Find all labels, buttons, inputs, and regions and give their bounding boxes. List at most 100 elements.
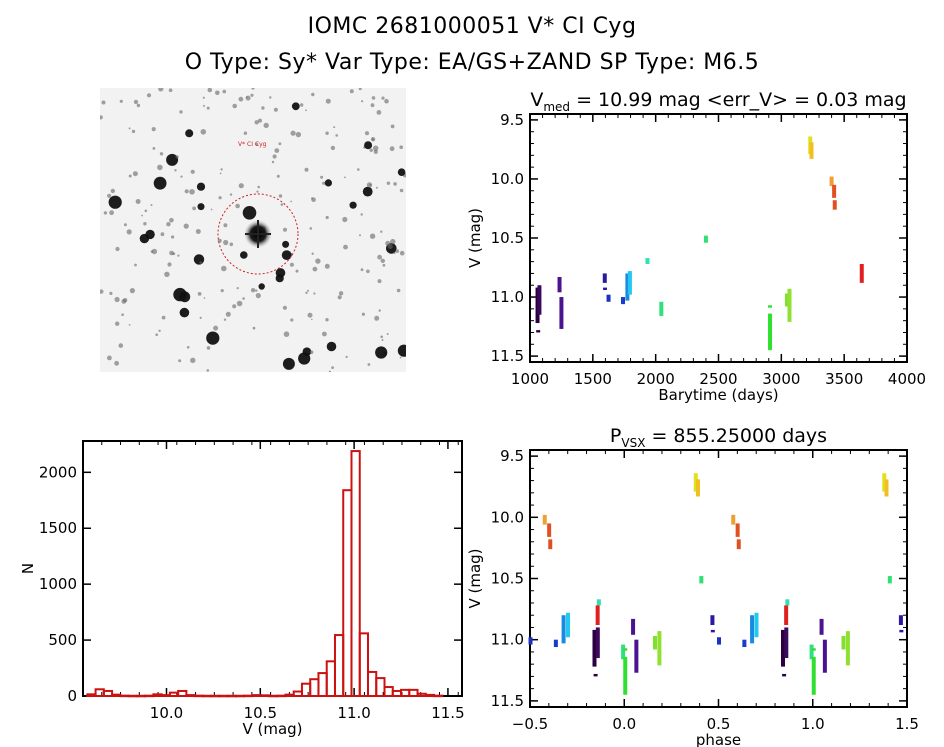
target-label: V* CI Cyg <box>238 141 267 148</box>
phased-data-point-segment <box>731 514 736 525</box>
star <box>376 110 382 115</box>
star <box>218 196 222 200</box>
phased-data-point-segment <box>595 627 600 659</box>
star <box>183 223 189 229</box>
star <box>393 251 396 255</box>
star <box>261 106 265 110</box>
histogram-bar <box>317 672 328 698</box>
star <box>361 100 364 103</box>
star <box>389 146 395 152</box>
star <box>322 331 327 337</box>
data-point-segment <box>832 200 837 210</box>
star <box>128 174 132 178</box>
plot-frame <box>82 440 463 697</box>
phased-data-point-segment <box>592 629 597 667</box>
histogram-bar <box>210 694 221 698</box>
histogram-bar <box>259 694 270 698</box>
star <box>210 208 213 211</box>
star <box>349 201 357 209</box>
star <box>251 88 255 90</box>
data-point-segment <box>784 293 789 307</box>
star <box>197 203 205 211</box>
star <box>315 258 321 264</box>
x-tick-label: 10.0 <box>150 704 183 722</box>
x-tick-label: 1.0 <box>801 715 825 733</box>
star <box>295 269 299 273</box>
histogram-bar <box>416 692 427 697</box>
phased-data-point-segment <box>657 631 662 666</box>
data-point-segment <box>768 313 773 351</box>
star <box>195 229 201 234</box>
phased-data-point-segment <box>634 639 639 673</box>
star <box>381 339 384 341</box>
star <box>232 103 237 109</box>
x-tick-label: 10.5 <box>244 704 277 722</box>
star <box>364 131 370 136</box>
star <box>128 324 131 326</box>
star <box>307 289 309 292</box>
histogram-bar <box>309 678 320 697</box>
star <box>221 265 227 272</box>
star <box>110 188 115 194</box>
star <box>131 129 136 134</box>
histogram-bar <box>243 694 254 698</box>
star <box>101 100 106 105</box>
histogram-bar <box>226 694 237 698</box>
star <box>238 183 244 189</box>
x-axis-label: Barytime (days) <box>658 386 778 404</box>
phased-data-point-segment <box>595 605 600 626</box>
star <box>381 96 385 100</box>
x-tick-label: 1000 <box>511 370 549 388</box>
star <box>169 217 174 223</box>
star <box>325 215 329 220</box>
star <box>272 154 277 159</box>
star <box>320 175 324 179</box>
star <box>366 182 373 188</box>
star <box>219 172 222 175</box>
star <box>236 300 243 307</box>
star <box>369 233 376 239</box>
star <box>361 312 365 316</box>
star <box>377 279 382 284</box>
phased-data-point-segment <box>699 576 704 584</box>
phased-data-point-segment <box>782 673 787 677</box>
phased-data-point-segment <box>593 673 598 677</box>
star <box>342 216 348 223</box>
histogram-bar <box>367 670 378 698</box>
star <box>386 333 389 335</box>
star <box>145 229 155 240</box>
phased-data-point-segment <box>710 629 715 633</box>
star <box>281 250 292 260</box>
histogram-bar <box>342 489 353 697</box>
star <box>146 93 152 98</box>
star <box>229 242 234 247</box>
star <box>282 240 290 248</box>
star <box>134 263 137 267</box>
star <box>269 96 272 99</box>
star <box>151 127 156 132</box>
phased-data-point-segment <box>785 599 790 606</box>
star <box>338 291 344 296</box>
star <box>374 315 380 321</box>
star <box>370 103 375 108</box>
star <box>290 318 294 322</box>
histogram-bar <box>119 694 130 698</box>
histogram-bar <box>433 694 444 698</box>
x-tick-label: 11.5 <box>431 704 464 722</box>
x-tick-label: −0.5 <box>512 715 548 733</box>
data-point-segment <box>625 273 630 301</box>
star <box>206 331 220 345</box>
star <box>282 305 287 310</box>
phased-data-point-segment <box>561 615 566 644</box>
star <box>109 291 113 295</box>
phased-data-point-segment <box>742 639 747 648</box>
star <box>258 118 262 123</box>
star <box>108 195 122 209</box>
star <box>345 355 348 358</box>
x-tick-label: 3000 <box>762 370 800 388</box>
histogram-bar <box>350 450 361 697</box>
star-field <box>100 88 406 372</box>
star <box>290 130 296 136</box>
star <box>360 268 364 272</box>
star <box>202 96 205 99</box>
